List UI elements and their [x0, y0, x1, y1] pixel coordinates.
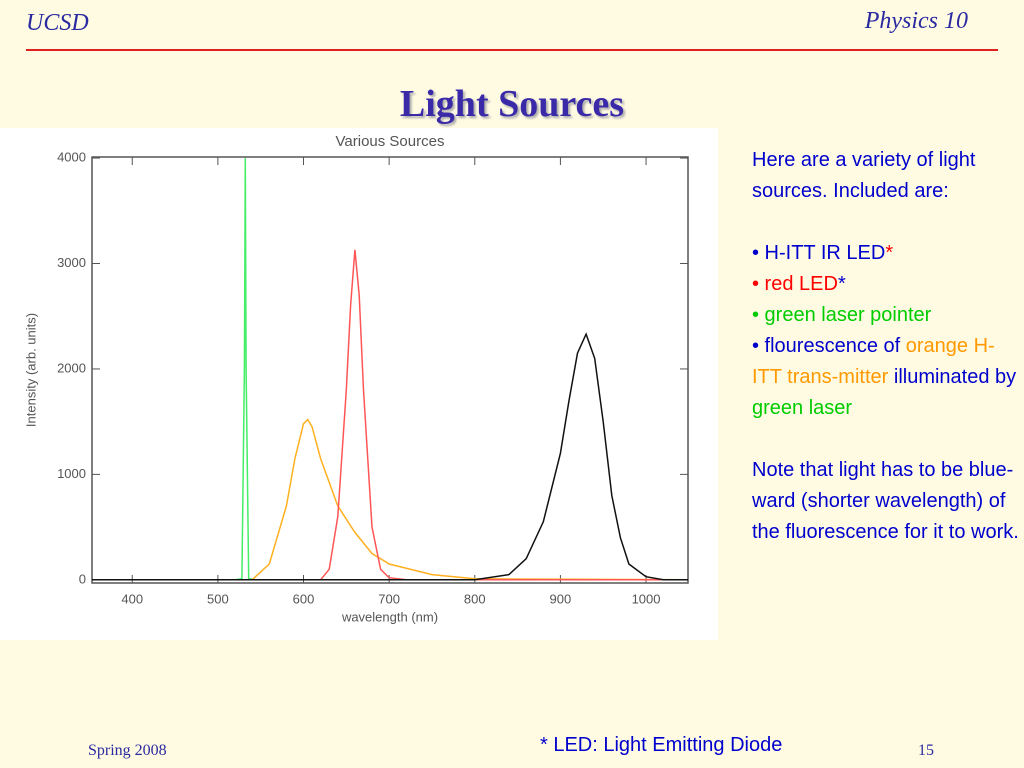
x-tick-label: 800: [464, 591, 486, 606]
bullet: • red LED*: [752, 269, 1020, 300]
chart-title: Various Sources: [336, 133, 445, 150]
x-axis-label: wavelength (nm): [341, 609, 438, 624]
bullet-text: *: [837, 273, 846, 295]
x-tick-label: 500: [207, 591, 229, 606]
bullet: • green laser pointer: [752, 300, 1020, 331]
series-line: [92, 332, 688, 581]
intro: Here are a variety of light sources. Inc…: [752, 149, 976, 202]
y-axis-label: Intensity (arb. units): [23, 313, 38, 427]
bullet-text: illuminated by: [888, 366, 1017, 388]
series-line: [92, 158, 688, 581]
y-tick-label: 0: [79, 571, 86, 586]
series-line: [92, 418, 688, 581]
bullet-text: green laser: [752, 397, 853, 419]
bullet-text: • green laser pointer: [752, 304, 932, 326]
bullet: • H-ITT IR LED*: [752, 238, 1020, 269]
chart-box: Various Sources wavelength (nm) Intensit…: [0, 128, 718, 640]
chart: Various Sources wavelength (nm) Intensit…: [23, 133, 689, 624]
header-right: Physics 10: [864, 8, 968, 34]
bullet-text: orange H-ITT trans-mitter: [752, 335, 995, 388]
x-tick-label: 400: [121, 591, 143, 606]
header-left: UCSD: [26, 10, 89, 36]
bullet-text: *: [885, 242, 894, 264]
bullet-text: • H-ITT IR LED: [752, 242, 886, 264]
x-tick-label: 900: [550, 591, 572, 606]
bullet-text: • red LED: [752, 273, 838, 295]
x-tick-label: 600: [293, 591, 315, 606]
x-tick-label: 1000: [632, 591, 661, 606]
y-tick-label: 2000: [57, 360, 86, 375]
footer-center: * LED: Light Emitting Diode: [540, 734, 783, 756]
body-text: Here are a variety of light sources. Inc…: [752, 145, 1020, 579]
bullet-list: • H-ITT IR LED* • red LED* • green laser p…: [752, 238, 1020, 424]
page-number: 15: [918, 742, 934, 759]
footer-left: Spring 2008: [88, 742, 167, 759]
bullet: • flourescence of orange H-ITT trans-mit…: [752, 331, 1020, 424]
header-rule: [26, 49, 998, 51]
x-tick-label: 700: [378, 591, 400, 606]
bullet-text: • flourescence of: [752, 335, 906, 357]
y-tick-label: 1000: [57, 466, 86, 481]
series-line: [92, 249, 688, 581]
y-tick-label: 3000: [57, 255, 86, 270]
slide-title: Light Sources: [399, 83, 625, 125]
note: Note that light has to be blue-ward (sho…: [752, 459, 1019, 543]
plot-frame: [91, 156, 689, 584]
y-tick-label: 4000: [57, 149, 86, 164]
